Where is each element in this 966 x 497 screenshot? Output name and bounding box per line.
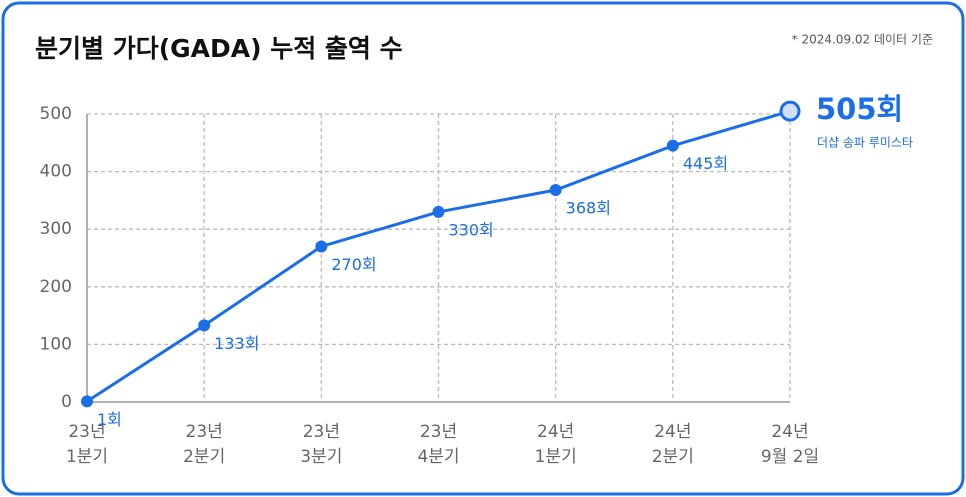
value-label: 133회 bbox=[214, 334, 259, 353]
chart-title: 분기별 가다(GADA) 누적 출역 수 bbox=[35, 34, 403, 63]
x-tick-label: 23년 4분기 bbox=[417, 422, 459, 467]
point bbox=[315, 240, 328, 253]
y-tick-label: 0 bbox=[61, 392, 72, 412]
point bbox=[549, 184, 562, 197]
value-label: 270회 bbox=[331, 255, 376, 274]
annotation: 더샵 송파 루미스타 bbox=[817, 136, 913, 150]
x-tick-label: 24년 1분기 bbox=[535, 422, 577, 467]
point bbox=[779, 100, 801, 122]
note: * 2024.09.02 데이터 기준 bbox=[792, 33, 933, 47]
y-tick-label: 100 bbox=[40, 334, 72, 354]
point bbox=[432, 205, 445, 218]
y-tick-label: 500 bbox=[40, 104, 72, 124]
point bbox=[666, 139, 679, 152]
x-tick-label: 23년 1분기 bbox=[66, 422, 108, 467]
y-tick-label: 200 bbox=[40, 277, 72, 297]
x-tick-label: 24년 9월 2일 bbox=[761, 422, 819, 467]
x-tick-label: 23년 2분기 bbox=[183, 422, 225, 467]
value-label: 330회 bbox=[449, 220, 494, 239]
y-tick-label: 300 bbox=[40, 219, 72, 239]
value-label: 1회 bbox=[97, 410, 122, 429]
value-label: 368회 bbox=[566, 199, 611, 218]
point bbox=[81, 395, 93, 408]
value-label: 505회 bbox=[816, 92, 903, 126]
value-label: 445회 bbox=[683, 154, 728, 173]
x-tick-label: 24년 2분기 bbox=[652, 422, 694, 467]
y-tick-label: 400 bbox=[40, 162, 72, 182]
x-tick-label: 23년 3분기 bbox=[300, 422, 342, 467]
point bbox=[198, 319, 211, 332]
